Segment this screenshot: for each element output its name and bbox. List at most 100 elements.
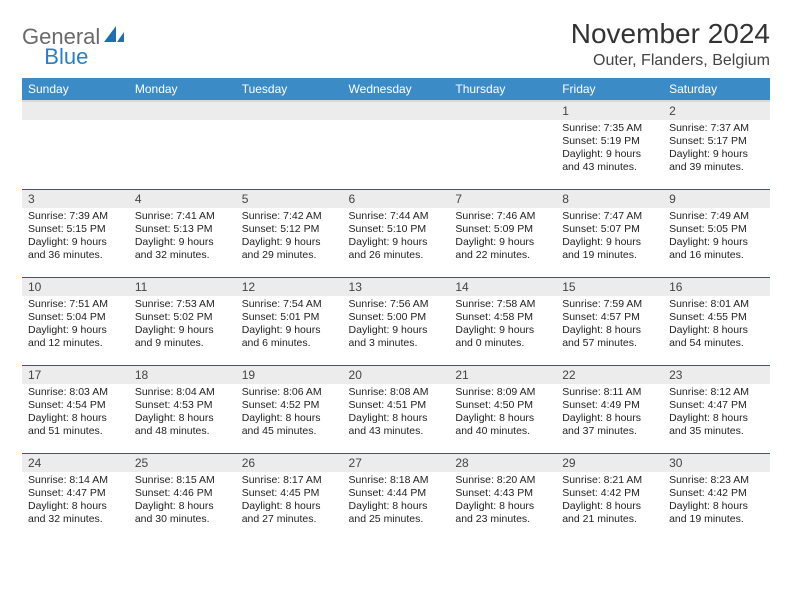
daylight-text: Daylight: 8 hours and 35 minutes.	[669, 412, 764, 438]
daylight-text: Daylight: 9 hours and 12 minutes.	[28, 324, 123, 350]
calendar-week-row: 3Sunrise: 7:39 AMSunset: 5:15 PMDaylight…	[22, 189, 770, 277]
calendar-day-cell: 25Sunrise: 8:15 AMSunset: 4:46 PMDayligh…	[129, 453, 236, 541]
weekday-header: Saturday	[663, 78, 770, 101]
sunrise-text: Sunrise: 7:56 AM	[349, 298, 444, 311]
calendar-week-row: 24Sunrise: 8:14 AMSunset: 4:47 PMDayligh…	[22, 453, 770, 541]
sunset-text: Sunset: 5:09 PM	[455, 223, 550, 236]
calendar-day-cell: 24Sunrise: 8:14 AMSunset: 4:47 PMDayligh…	[22, 453, 129, 541]
sunset-text: Sunset: 4:52 PM	[242, 399, 337, 412]
daylight-text: Daylight: 8 hours and 48 minutes.	[135, 412, 230, 438]
day-details: Sunrise: 8:15 AMSunset: 4:46 PMDaylight:…	[129, 472, 236, 531]
sunset-text: Sunset: 5:15 PM	[28, 223, 123, 236]
calendar-day-cell: 3Sunrise: 7:39 AMSunset: 5:15 PMDaylight…	[22, 189, 129, 277]
day-number: 30	[663, 454, 770, 472]
weekday-header-row: Sunday Monday Tuesday Wednesday Thursday…	[22, 78, 770, 101]
day-details: Sunrise: 8:04 AMSunset: 4:53 PMDaylight:…	[129, 384, 236, 443]
day-number: 1	[556, 102, 663, 120]
sunrise-text: Sunrise: 7:37 AM	[669, 122, 764, 135]
daylight-text: Daylight: 8 hours and 51 minutes.	[28, 412, 123, 438]
daylight-text: Daylight: 8 hours and 27 minutes.	[242, 500, 337, 526]
logo-sail-icon	[104, 26, 126, 49]
daylight-text: Daylight: 8 hours and 57 minutes.	[562, 324, 657, 350]
calendar-day-cell: 23Sunrise: 8:12 AMSunset: 4:47 PMDayligh…	[663, 365, 770, 453]
sunrise-text: Sunrise: 7:39 AM	[28, 210, 123, 223]
sunset-text: Sunset: 4:49 PM	[562, 399, 657, 412]
daylight-text: Daylight: 9 hours and 36 minutes.	[28, 236, 123, 262]
day-details: Sunrise: 8:03 AMSunset: 4:54 PMDaylight:…	[22, 384, 129, 443]
calendar-day-cell: 6Sunrise: 7:44 AMSunset: 5:10 PMDaylight…	[343, 189, 450, 277]
day-number: 24	[22, 454, 129, 472]
day-details: Sunrise: 8:18 AMSunset: 4:44 PMDaylight:…	[343, 472, 450, 531]
sunset-text: Sunset: 5:04 PM	[28, 311, 123, 324]
day-number	[449, 102, 556, 120]
day-details: Sunrise: 7:51 AMSunset: 5:04 PMDaylight:…	[22, 296, 129, 355]
day-number: 5	[236, 190, 343, 208]
sunset-text: Sunset: 4:47 PM	[669, 399, 764, 412]
daylight-text: Daylight: 9 hours and 43 minutes.	[562, 148, 657, 174]
sunset-text: Sunset: 4:51 PM	[349, 399, 444, 412]
daylight-text: Daylight: 9 hours and 16 minutes.	[669, 236, 764, 262]
calendar-day-cell: 22Sunrise: 8:11 AMSunset: 4:49 PMDayligh…	[556, 365, 663, 453]
daylight-text: Daylight: 8 hours and 45 minutes.	[242, 412, 337, 438]
daylight-text: Daylight: 8 hours and 30 minutes.	[135, 500, 230, 526]
calendar-day-cell: 16Sunrise: 8:01 AMSunset: 4:55 PMDayligh…	[663, 277, 770, 365]
sunset-text: Sunset: 5:12 PM	[242, 223, 337, 236]
calendar-table: Sunday Monday Tuesday Wednesday Thursday…	[22, 78, 770, 541]
calendar-day-cell	[343, 101, 450, 189]
sunrise-text: Sunrise: 7:58 AM	[455, 298, 550, 311]
sunset-text: Sunset: 4:57 PM	[562, 311, 657, 324]
day-details: Sunrise: 7:35 AMSunset: 5:19 PMDaylight:…	[556, 120, 663, 179]
sunset-text: Sunset: 4:50 PM	[455, 399, 550, 412]
sunrise-text: Sunrise: 8:11 AM	[562, 386, 657, 399]
sunrise-text: Sunrise: 7:41 AM	[135, 210, 230, 223]
daylight-text: Daylight: 8 hours and 43 minutes.	[349, 412, 444, 438]
logo: General Blue	[22, 18, 172, 50]
sunrise-text: Sunrise: 7:46 AM	[455, 210, 550, 223]
day-number: 2	[663, 102, 770, 120]
day-number: 9	[663, 190, 770, 208]
daylight-text: Daylight: 8 hours and 54 minutes.	[669, 324, 764, 350]
day-details: Sunrise: 8:08 AMSunset: 4:51 PMDaylight:…	[343, 384, 450, 443]
weekday-header: Wednesday	[343, 78, 450, 101]
daylight-text: Daylight: 8 hours and 32 minutes.	[28, 500, 123, 526]
weekday-header: Monday	[129, 78, 236, 101]
daylight-text: Daylight: 9 hours and 29 minutes.	[242, 236, 337, 262]
sunset-text: Sunset: 5:19 PM	[562, 135, 657, 148]
calendar-day-cell	[449, 101, 556, 189]
month-title: November 2024	[571, 18, 770, 50]
sunset-text: Sunset: 5:01 PM	[242, 311, 337, 324]
sunset-text: Sunset: 5:07 PM	[562, 223, 657, 236]
sunrise-text: Sunrise: 7:59 AM	[562, 298, 657, 311]
day-details: Sunrise: 7:49 AMSunset: 5:05 PMDaylight:…	[663, 208, 770, 267]
calendar-day-cell: 29Sunrise: 8:21 AMSunset: 4:42 PMDayligh…	[556, 453, 663, 541]
calendar-day-cell	[22, 101, 129, 189]
sunset-text: Sunset: 5:02 PM	[135, 311, 230, 324]
day-number: 13	[343, 278, 450, 296]
day-details: Sunrise: 8:21 AMSunset: 4:42 PMDaylight:…	[556, 472, 663, 531]
day-number: 4	[129, 190, 236, 208]
day-number: 21	[449, 366, 556, 384]
day-number: 18	[129, 366, 236, 384]
sunrise-text: Sunrise: 8:09 AM	[455, 386, 550, 399]
sunset-text: Sunset: 4:44 PM	[349, 487, 444, 500]
weekday-header: Tuesday	[236, 78, 343, 101]
sunrise-text: Sunrise: 8:01 AM	[669, 298, 764, 311]
sunset-text: Sunset: 5:05 PM	[669, 223, 764, 236]
sunset-text: Sunset: 4:42 PM	[669, 487, 764, 500]
sunset-text: Sunset: 4:54 PM	[28, 399, 123, 412]
daylight-text: Daylight: 8 hours and 40 minutes.	[455, 412, 550, 438]
sunrise-text: Sunrise: 7:42 AM	[242, 210, 337, 223]
logo-text-blue: Blue	[44, 44, 88, 70]
sunrise-text: Sunrise: 8:12 AM	[669, 386, 764, 399]
calendar-week-row: 1Sunrise: 7:35 AMSunset: 5:19 PMDaylight…	[22, 101, 770, 189]
sunrise-text: Sunrise: 8:23 AM	[669, 474, 764, 487]
daylight-text: Daylight: 8 hours and 23 minutes.	[455, 500, 550, 526]
calendar-day-cell: 19Sunrise: 8:06 AMSunset: 4:52 PMDayligh…	[236, 365, 343, 453]
calendar-day-cell: 7Sunrise: 7:46 AMSunset: 5:09 PMDaylight…	[449, 189, 556, 277]
day-number: 27	[343, 454, 450, 472]
calendar-day-cell: 13Sunrise: 7:56 AMSunset: 5:00 PMDayligh…	[343, 277, 450, 365]
day-details: Sunrise: 8:14 AMSunset: 4:47 PMDaylight:…	[22, 472, 129, 531]
sunrise-text: Sunrise: 8:04 AM	[135, 386, 230, 399]
day-details: Sunrise: 8:09 AMSunset: 4:50 PMDaylight:…	[449, 384, 556, 443]
calendar-day-cell: 1Sunrise: 7:35 AMSunset: 5:19 PMDaylight…	[556, 101, 663, 189]
